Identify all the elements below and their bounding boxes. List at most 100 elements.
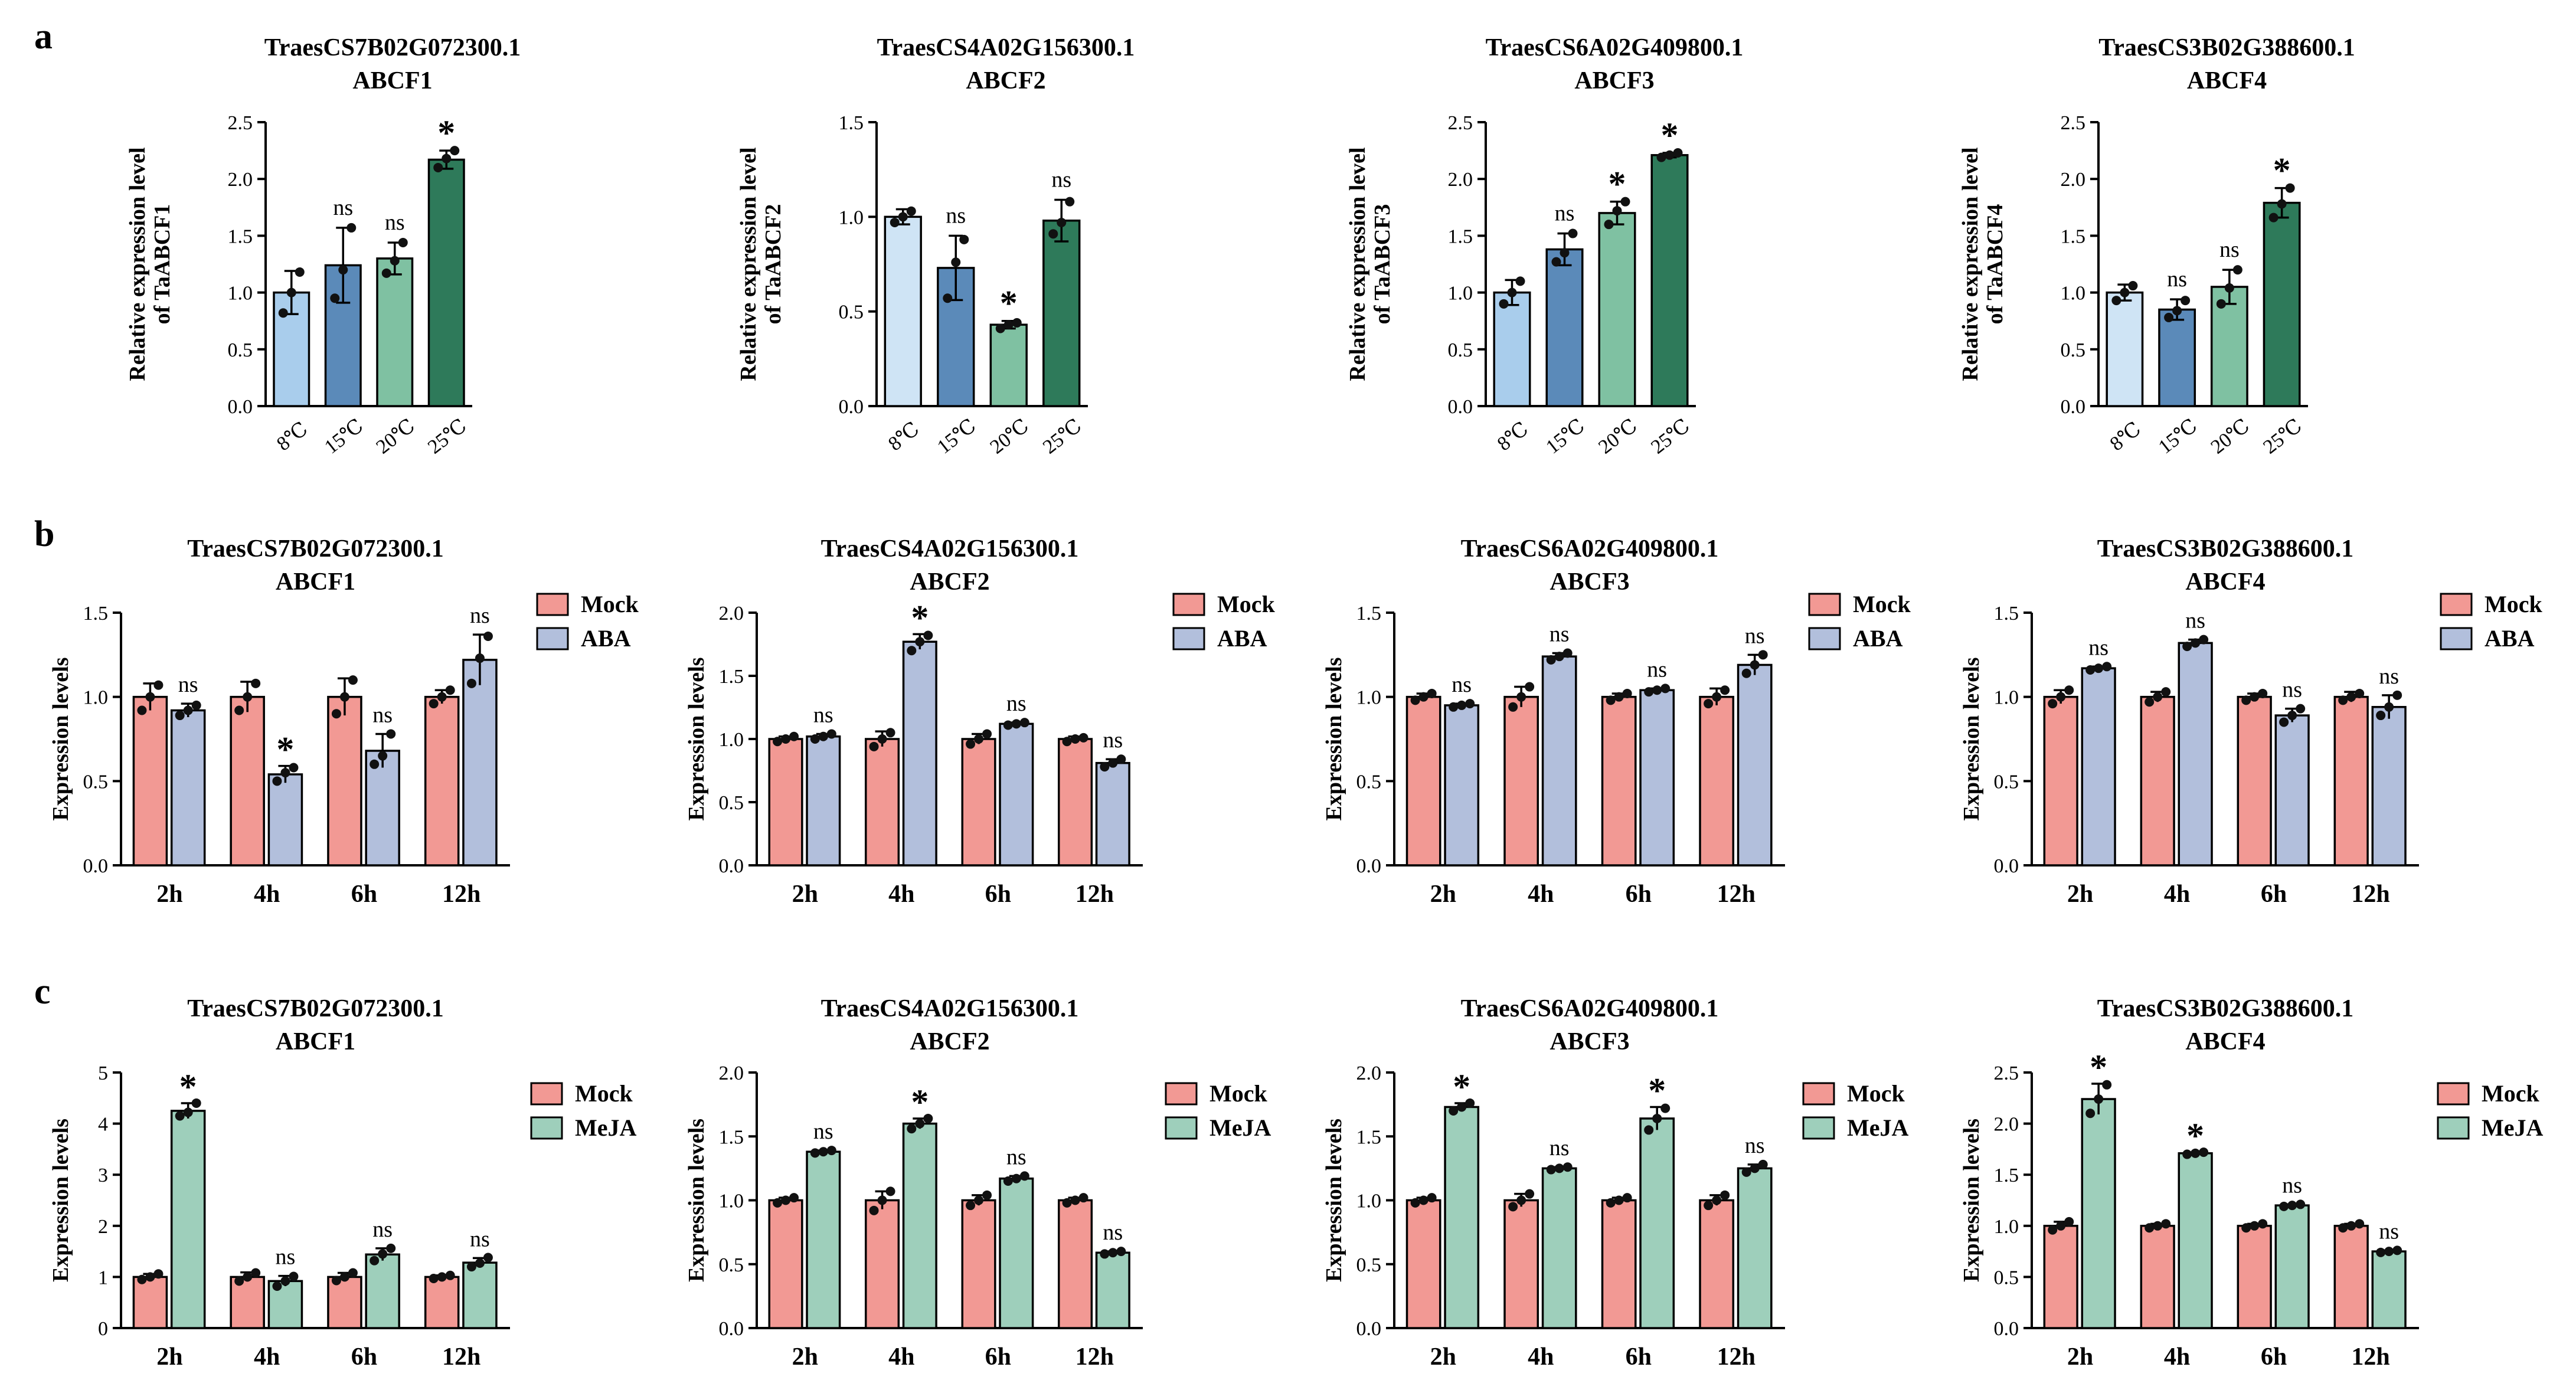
bar-8℃ <box>884 215 922 407</box>
data-point <box>781 1195 791 1205</box>
x-tick-label: 20℃ <box>986 415 1034 459</box>
y-tick-label: 0 <box>98 1318 108 1340</box>
data-point <box>1704 1201 1714 1211</box>
y-tick-label: 1.5 <box>1356 603 1382 624</box>
bar-meja-12h <box>1095 1251 1130 1329</box>
bar-aba-4h <box>902 640 937 866</box>
data-point <box>2216 299 2226 309</box>
data-point <box>2048 1225 2058 1235</box>
bar-mock-12h <box>424 695 460 866</box>
bar-aba-4h <box>267 773 303 866</box>
chart-subtitle: ABCF1 <box>352 67 432 94</box>
data-point <box>483 631 493 641</box>
data-point <box>251 678 261 688</box>
legend-label-mock: Mock <box>1209 1080 1268 1107</box>
bar-aba-12h <box>1095 761 1130 866</box>
significance-label: * <box>2273 151 2291 190</box>
data-point <box>2120 287 2130 297</box>
x-tick-label: 20℃ <box>2207 415 2254 459</box>
data-point <box>915 637 925 647</box>
data-point <box>1508 702 1518 712</box>
y-tick-label: 0.0 <box>1356 855 1382 877</box>
significance-label: ns <box>1647 657 1667 682</box>
x-tick-label: 2h <box>156 881 182 908</box>
bar-mock-4h <box>1503 695 1539 866</box>
data-point <box>450 146 460 156</box>
y-axis-label-line2: of TaABCF3 <box>1370 204 1395 325</box>
bar-meja-4h <box>2178 1152 2213 1329</box>
data-point <box>1720 1190 1730 1200</box>
significance-label: ns <box>2219 237 2240 262</box>
data-point <box>1665 150 1675 160</box>
data-point <box>2250 1221 2260 1231</box>
y-tick-label: 1.0 <box>83 687 109 709</box>
significance-label: ns <box>2088 635 2108 660</box>
bar-mock-12h <box>1699 695 1735 866</box>
data-point <box>1457 700 1467 710</box>
data-point <box>1062 737 1072 747</box>
y-tick-label: 2 <box>98 1216 108 1238</box>
panel-label-c: c <box>34 972 51 1012</box>
y-axis-label: Expression levels <box>1959 1119 1984 1282</box>
x-tick-label: 6h <box>985 1343 1011 1371</box>
significance-label: ns <box>470 1227 490 1251</box>
y-tick-label: 1.0 <box>719 1191 744 1212</box>
data-point <box>1100 1249 1110 1259</box>
bar-mock-6h <box>2237 695 2272 866</box>
data-point <box>1562 648 1573 658</box>
bar-aba-2h <box>170 709 206 866</box>
data-point <box>2085 665 2096 675</box>
y-tick-label: 1.5 <box>839 112 864 134</box>
data-point <box>1070 1195 1080 1205</box>
data-point <box>1568 228 1578 238</box>
significance-label: ns <box>1103 1220 1123 1245</box>
bar-mock-12h <box>2333 695 2369 866</box>
chart-title: TraesCS3B02G388600.1 <box>2098 34 2355 61</box>
y-axis-label-line1: Relative expression level <box>1958 147 1983 381</box>
chart-c-abcf3: TraesCS6A02G409800.1 ABCF3 0.0 0.5 1.0 1.5 2.0… <box>1322 995 1909 1371</box>
data-point <box>2376 711 2386 721</box>
data-point <box>1525 682 1535 692</box>
bar-meja-6h <box>2274 1204 2310 1329</box>
bar-meja-4h <box>902 1122 937 1329</box>
y-tick-label: 0.0 <box>1994 1318 2019 1340</box>
y-axis-label: Expression levels <box>684 658 709 821</box>
x-tick-label: 4h <box>888 881 914 908</box>
x-tick-label: 6h <box>1626 1343 1652 1371</box>
data-point <box>2285 183 2295 193</box>
x-tick-label: 2h <box>792 1343 818 1371</box>
x-tick-label: 6h <box>351 1343 377 1371</box>
y-tick-label: 0.5 <box>1994 1267 2019 1289</box>
legend-label-mock: Mock <box>1853 591 1911 617</box>
data-point <box>2279 1201 2289 1211</box>
data-point <box>370 1255 380 1266</box>
bar-mock-2h <box>768 1199 803 1329</box>
x-tick-label: 25℃ <box>1647 415 1694 459</box>
significance-label: ns <box>178 672 198 697</box>
data-point <box>907 646 917 656</box>
data-point <box>437 692 447 702</box>
legend-swatch-mock <box>2440 593 2473 616</box>
chart-a-abcf1: TraesCS7B02G072300.1 ABCF1 0.0 0.5 1.0 1.5 2.0… <box>125 34 521 458</box>
x-tick-label: 15℃ <box>2155 415 2202 459</box>
data-point <box>2346 692 2356 702</box>
y-tick-label: 1.5 <box>719 1126 744 1148</box>
x-tick-label: 12h <box>2351 881 2389 908</box>
y-tick-label: 0.5 <box>2061 339 2086 361</box>
data-point <box>1410 695 1420 705</box>
x-tick-label: 6h <box>2261 1343 2287 1371</box>
bar-mock-2h <box>132 695 168 866</box>
y-tick-label: 0.0 <box>1994 855 2019 877</box>
significance-label: ns <box>276 1245 296 1270</box>
data-point <box>966 1201 976 1211</box>
data-point <box>923 1113 933 1123</box>
data-point <box>2111 296 2121 306</box>
x-tick-label: 4h <box>254 1343 280 1371</box>
x-tick-label: 8℃ <box>2106 418 2145 455</box>
data-point <box>1673 148 1683 158</box>
significance-label: ns <box>1452 672 1472 697</box>
data-point <box>1554 652 1564 662</box>
chart-c-abcf1: TraesCS7B02G072300.1 ABCF1 0 1 2 3 4 5 Expressio… <box>48 995 637 1371</box>
data-point <box>1644 1125 1654 1135</box>
legend-swatch-mock <box>1165 1082 1198 1106</box>
